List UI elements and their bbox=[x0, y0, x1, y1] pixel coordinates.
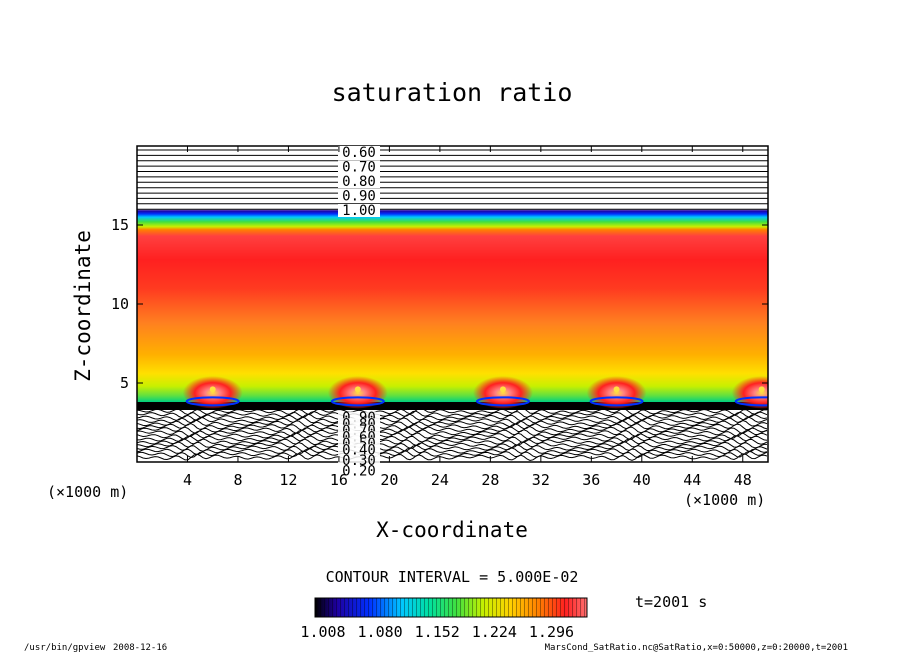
contour-line bbox=[137, 441, 767, 449]
contour-line bbox=[137, 450, 768, 459]
y-tick-label: 5 bbox=[120, 374, 129, 392]
contour-line bbox=[137, 432, 768, 440]
upper-contour-labels: 0.600.700.800.901.00 bbox=[338, 145, 380, 219]
colorbar-tick-label: 1.008 bbox=[300, 623, 345, 641]
y-axis-unit: (×1000 m) bbox=[47, 483, 128, 501]
contour-label-bg bbox=[338, 204, 380, 217]
colorbar bbox=[314, 597, 588, 618]
lower-contour-lines bbox=[137, 407, 768, 462]
x-tick-label: 20 bbox=[380, 471, 398, 489]
contour-line bbox=[137, 410, 768, 419]
cloud-cell-edge bbox=[734, 396, 768, 407]
lower-contour-labels: 0.900.800.700.600.500.400.300.20 bbox=[338, 410, 380, 479]
colorbar-tick-labels: 1.008 1.080 1.152 1.224 1.296 bbox=[300, 623, 574, 641]
colorbar-tick-label: 1.224 bbox=[472, 623, 517, 641]
contour-interval: CONTOUR INTERVAL = 5.000E-02 bbox=[326, 568, 579, 586]
y-tick-label: 15 bbox=[111, 216, 129, 234]
contour-line bbox=[137, 444, 768, 453]
contour-label-bg bbox=[338, 189, 380, 203]
contour-line bbox=[137, 453, 768, 462]
colorbar-stripes bbox=[315, 598, 587, 617]
cloud-core bbox=[354, 386, 361, 393]
contour-line bbox=[137, 447, 768, 456]
colorbar-frame bbox=[314, 597, 588, 618]
contour-label-bg bbox=[338, 454, 380, 467]
y-tick-label: 10 bbox=[111, 295, 129, 313]
contour-label-bg bbox=[338, 465, 380, 478]
contour-label-bg bbox=[338, 444, 380, 457]
cloud-core bbox=[499, 386, 506, 393]
cloud-cell-edge bbox=[185, 396, 240, 407]
x-axis-ticks: 4 8 12 16 20 24 28 32 36 40 44 48 bbox=[183, 146, 752, 489]
contour-label-bg bbox=[338, 175, 380, 188]
x-tick-label: 8 bbox=[233, 471, 242, 489]
contour-label: 0.80 bbox=[342, 174, 376, 190]
colorbar-tick-label: 1.296 bbox=[529, 623, 574, 641]
contour-label: 0.20 bbox=[342, 463, 376, 479]
cloud-cells bbox=[182, 374, 768, 409]
contour-line bbox=[137, 413, 768, 422]
x-tick-label: 32 bbox=[532, 471, 550, 489]
contour-label-bg bbox=[338, 160, 380, 174]
cloud-core bbox=[209, 386, 216, 393]
colorbar-tick-label: 1.152 bbox=[415, 623, 460, 641]
x-tick-label: 16 bbox=[330, 471, 348, 489]
contour-line bbox=[137, 429, 768, 437]
x-tick-label: 48 bbox=[734, 471, 752, 489]
colorbar-tick-label: 1.080 bbox=[358, 623, 403, 641]
footer-source: MarsCond_SatRatio.nc@SatRatio,x=0:50000,… bbox=[545, 643, 848, 653]
x-axis-unit: (×1000 m) bbox=[684, 491, 765, 509]
x-axis-label: X-coordinate bbox=[376, 518, 528, 542]
contour-line bbox=[137, 423, 768, 431]
contour-line bbox=[137, 435, 768, 443]
contour-line bbox=[137, 419, 768, 428]
footer-program: /usr/bin/gpview bbox=[24, 643, 106, 653]
x-tick-label: 24 bbox=[431, 471, 449, 489]
y-axis-ticks: 5 10 15 bbox=[111, 216, 768, 392]
x-tick-label: 40 bbox=[633, 471, 651, 489]
x-tick-label: 12 bbox=[279, 471, 297, 489]
contour-label: 0.40 bbox=[342, 442, 376, 458]
plot-area bbox=[137, 146, 768, 462]
x-tick-label: 4 bbox=[183, 471, 192, 489]
cloud-cell-edge bbox=[475, 396, 530, 407]
x-tick-label: 28 bbox=[481, 471, 499, 489]
upper-contour-lines bbox=[137, 149, 768, 210]
cloud-cell-edge bbox=[330, 396, 385, 407]
x-tick-label: 36 bbox=[582, 471, 600, 489]
cloud-core bbox=[613, 386, 620, 393]
contour-label: 0.90 bbox=[342, 189, 376, 205]
contour-label-bg bbox=[338, 146, 380, 159]
contour-label: 0.30 bbox=[342, 453, 376, 469]
y-axis-label: Z-coordinate bbox=[71, 230, 95, 382]
contour-line bbox=[137, 416, 768, 425]
contour-label: 1.00 bbox=[342, 203, 376, 219]
x-tick-label: 44 bbox=[683, 471, 701, 489]
chart-title: saturation ratio bbox=[332, 78, 573, 107]
contour-label: 0.60 bbox=[342, 145, 376, 161]
contour-line bbox=[137, 407, 768, 416]
contour-label: 0.70 bbox=[342, 160, 376, 176]
cloud-cell-edge bbox=[589, 396, 644, 407]
time-label: t=2001 s bbox=[635, 593, 707, 611]
boundary-band bbox=[137, 402, 768, 410]
contour-line bbox=[137, 426, 768, 434]
cloud-core bbox=[758, 386, 765, 393]
contour-line bbox=[137, 438, 768, 447]
footer-date: 2008-12-16 bbox=[113, 643, 167, 653]
